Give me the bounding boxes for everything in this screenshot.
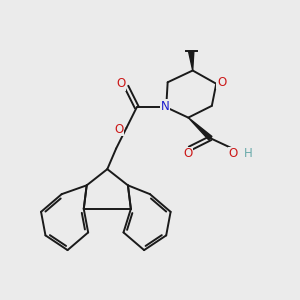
Text: O: O bbox=[184, 147, 193, 160]
Text: O: O bbox=[217, 76, 226, 89]
Text: O: O bbox=[116, 77, 126, 90]
Polygon shape bbox=[189, 51, 194, 70]
Text: O: O bbox=[115, 123, 124, 136]
Text: N: N bbox=[161, 100, 170, 113]
Text: O: O bbox=[228, 147, 238, 160]
Text: H: H bbox=[244, 147, 253, 160]
Polygon shape bbox=[188, 118, 212, 140]
